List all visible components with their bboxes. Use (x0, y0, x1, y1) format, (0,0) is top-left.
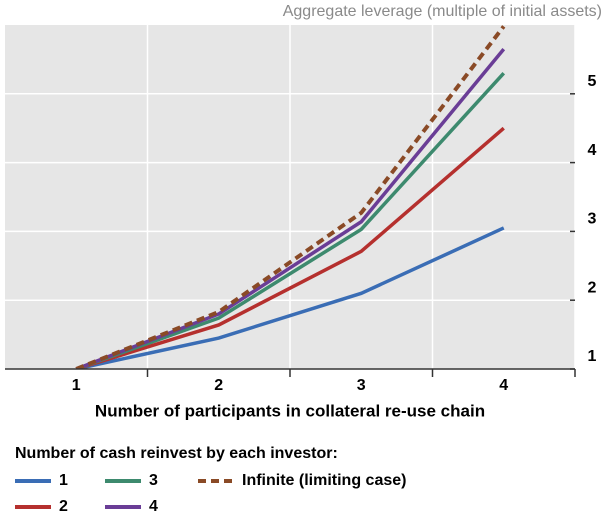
legend-label: 2 (59, 498, 68, 515)
x-tick-label: 3 (357, 377, 366, 394)
legend-label: 1 (59, 472, 68, 489)
legend-title: Number of cash reinvest by each investor… (15, 445, 338, 462)
y-tick-label: 4 (588, 142, 597, 159)
series-line (75, 126, 505, 369)
series-line (75, 25, 506, 369)
x-axis-title: Number of participants in collateral re-… (95, 401, 485, 420)
axes: 1 2 3 4 5 1 2 3 4 (5, 73, 597, 394)
x-tick-label: 2 (214, 377, 223, 394)
y-tick-label: 5 (588, 73, 597, 90)
series-line (75, 71, 506, 369)
chart-title: Aggregate leverage (multiple of initial … (283, 3, 602, 20)
y-tick-label: 3 (588, 211, 597, 228)
legend-label: 3 (149, 472, 158, 489)
y-tick-label: 2 (588, 279, 597, 296)
y-tick-label: 1 (588, 348, 597, 365)
lines (75, 25, 506, 369)
legend-label: 4 (149, 498, 158, 515)
legend-label: Infinite (limiting case) (242, 472, 406, 489)
x-tick-label: 1 (72, 377, 81, 394)
series-line (75, 226, 505, 369)
x-tick-label: 4 (499, 377, 508, 394)
series-line (75, 47, 506, 369)
